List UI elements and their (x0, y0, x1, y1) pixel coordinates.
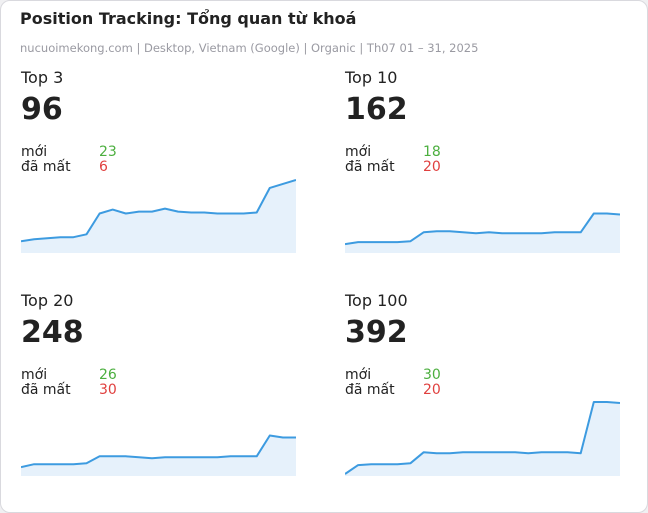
lost-label: đã mất (21, 382, 71, 398)
metric-panel: Top 20 248 mới 26 đã mất 30 (21, 291, 301, 481)
panel-value: 96 (21, 92, 63, 127)
new-label: mới (345, 144, 372, 160)
sparkline-line (21, 179, 296, 243)
sparkline-area (21, 180, 296, 253)
lost-count: 30 (99, 382, 117, 398)
lost-label: đã mất (345, 382, 395, 398)
panel-value: 248 (21, 315, 84, 350)
panel-value: 162 (345, 92, 408, 127)
metric-panel: Top 10 162 mới 18 đã mất 20 (345, 68, 625, 258)
sparkline-area (345, 402, 620, 476)
panel-value: 392 (345, 315, 408, 350)
sparkline-line (345, 212, 620, 246)
new-count: 26 (99, 367, 117, 383)
metric-panel: Top 3 96 mới 23 đã mất 6 (21, 68, 301, 258)
lost-label: đã mất (21, 159, 71, 175)
sparkline-area (21, 435, 296, 476)
sparkline-line (21, 434, 296, 469)
lost-count: 6 (99, 159, 108, 175)
lost-count: 20 (423, 382, 441, 398)
sparkline-line (345, 401, 620, 475)
new-label: mới (21, 367, 48, 383)
panel-label: Top 10 (345, 68, 398, 87)
new-label: mới (21, 144, 48, 160)
sparkline (345, 401, 620, 476)
sparkline (21, 179, 296, 253)
lost-label: đã mất (345, 159, 395, 175)
new-count: 18 (423, 144, 441, 160)
panel-label: Top 100 (345, 291, 408, 310)
panel-label: Top 20 (21, 291, 74, 310)
metric-panel: Top 100 392 mới 30 đã mất 20 (345, 291, 625, 481)
title: Position Tracking: Tổng quan từ khoá (20, 9, 357, 28)
new-label: mới (345, 367, 372, 383)
new-count: 23 (99, 144, 117, 160)
subtitle: nucuoimekong.com | Desktop, Vietnam (Goo… (20, 41, 479, 55)
panel-label: Top 3 (21, 68, 64, 87)
sparkline (345, 212, 620, 253)
sparkline (21, 434, 296, 476)
lost-count: 20 (423, 159, 441, 175)
new-count: 30 (423, 367, 441, 383)
